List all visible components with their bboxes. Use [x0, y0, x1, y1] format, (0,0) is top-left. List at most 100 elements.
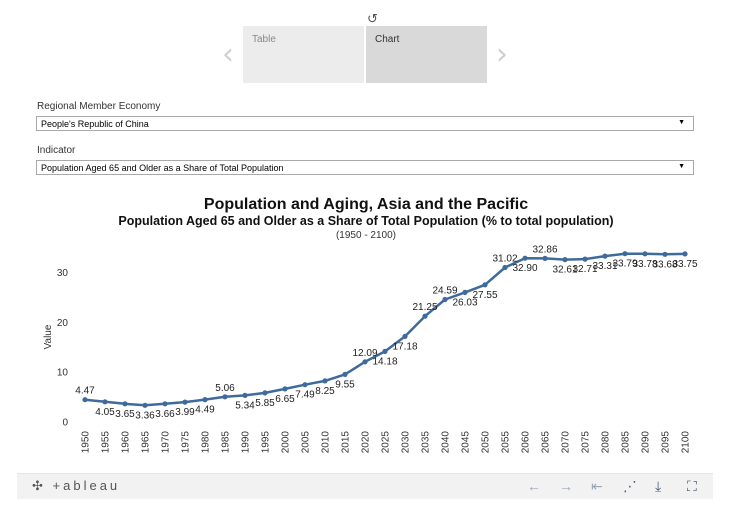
data-point: [182, 399, 188, 405]
x-tick-label: 2005: [301, 431, 312, 454]
data-point: [362, 359, 368, 365]
x-tick-label: 1980: [201, 431, 212, 454]
chart-title: Population and Aging, Asia and the Pacif…: [203, 196, 529, 213]
data-label: 4.47: [75, 386, 95, 397]
reset-icon[interactable]: ↺: [367, 11, 378, 26]
indicator-filter-label: Indicator: [37, 145, 76, 156]
data-point: [262, 390, 268, 396]
x-tick-label: 2025: [381, 431, 392, 454]
x-tick-label: 1985: [221, 431, 232, 454]
data-point: [342, 371, 348, 377]
x-tick-label: 1955: [101, 431, 112, 454]
economy-select-value: People's Republic of China: [41, 119, 149, 129]
data-label: 4.49: [195, 405, 215, 416]
data-label: 26.03: [452, 297, 477, 308]
y-tick-label: 10: [57, 368, 69, 379]
x-tick-label: 2100: [681, 431, 692, 454]
x-tick-label: 2035: [421, 431, 432, 454]
data-point: [422, 313, 428, 319]
data-label: 17.18: [392, 341, 417, 352]
data-point: [582, 256, 588, 262]
download-icon[interactable]: ⤓: [655, 478, 662, 494]
data-point: [602, 253, 608, 259]
data-point: [502, 264, 508, 271]
data-point: [322, 378, 328, 384]
redo-icon[interactable]: →: [559, 478, 573, 494]
bottom-toolbar: [17, 473, 713, 499]
data-point: [622, 251, 628, 257]
tableau-logo-text: +ableau: [52, 478, 121, 493]
x-tick-label: 2015: [341, 431, 352, 454]
prev-arrow-icon[interactable]: ‹: [222, 37, 234, 72]
x-tick-label: 2060: [521, 431, 532, 454]
x-tick-label: 2050: [481, 431, 492, 454]
data-point: [82, 397, 88, 403]
x-tick-label: 2045: [461, 431, 472, 454]
data-label: 3.99: [175, 407, 195, 418]
data-label: 7.49: [295, 390, 315, 401]
data-point: [682, 251, 688, 257]
next-arrow-icon[interactable]: ›: [496, 37, 508, 72]
data-label: 5.85: [255, 398, 275, 409]
tableau-logo: ✣ +ableau: [32, 478, 120, 494]
data-label: 3.36: [135, 410, 155, 421]
economy-filter-label: Regional Member Economy: [37, 101, 161, 112]
x-tick-label: 1970: [161, 431, 172, 454]
data-label: 3.65: [115, 409, 135, 420]
y-axis-label: Value: [43, 324, 54, 349]
data-label: 32.61: [552, 265, 577, 276]
data-point: [222, 394, 228, 400]
x-tick-label: 2090: [641, 431, 652, 454]
undo-icon[interactable]: ←: [527, 478, 541, 494]
tab-chart-label: Chart: [375, 34, 400, 45]
revert-icon[interactable]: ⇤: [591, 478, 603, 494]
y-tick-label: 20: [57, 318, 69, 329]
data-point: [162, 401, 168, 407]
x-tick-label: 2000: [281, 431, 292, 454]
x-tick-label: 2040: [441, 431, 452, 454]
data-point: [302, 382, 308, 388]
data-label: 33.75: [672, 259, 697, 270]
tab-table-label: Table: [252, 34, 276, 45]
data-label: 33.68: [652, 259, 677, 270]
data-point: [462, 289, 468, 295]
data-label: 8.25: [315, 386, 335, 397]
y-tick-label: 0: [62, 418, 68, 429]
x-tick-label: 1990: [241, 431, 252, 454]
x-tick-label: 2070: [561, 431, 572, 454]
data-point: [402, 333, 408, 339]
series-population-65-share: [82, 251, 688, 408]
indicator-select[interactable]: Population Aged 65 and Older as a Share …: [36, 160, 694, 175]
data-labels: 4.474.05 3.65 3.36 3.66 3.99 4.495.065.34 5.85…: [75, 244, 698, 421]
x-tick-label: 1995: [261, 431, 272, 454]
x-tick-label: 2030: [401, 431, 412, 454]
x-tick-label: 2020: [361, 431, 372, 454]
x-tick-label: 2085: [621, 431, 632, 454]
tab-chart[interactable]: Chart: [366, 26, 487, 83]
x-tick-label: 2080: [601, 431, 612, 454]
fullscreen-icon[interactable]: ⛶: [687, 478, 697, 494]
data-label: 27.55: [472, 290, 497, 301]
x-tick-label: 2065: [541, 431, 552, 454]
data-point: [382, 348, 388, 354]
x-tick-label: 2075: [581, 431, 592, 454]
data-point: [102, 399, 108, 405]
data-label: 32.71: [572, 264, 597, 275]
x-tick-label: 1975: [181, 431, 192, 454]
data-point: [282, 386, 288, 392]
economy-select[interactable]: People's Republic of China ▼: [36, 116, 694, 131]
share-icon[interactable]: ⋰: [623, 478, 637, 494]
data-label: 4.05: [95, 407, 115, 418]
data-label: 32.90: [512, 263, 537, 274]
data-point: [202, 397, 208, 403]
data-point: [662, 251, 668, 257]
tab-table[interactable]: Table: [243, 26, 364, 83]
data-label: 31.02: [492, 254, 517, 265]
data-label: 24.59: [432, 286, 457, 297]
x-tick-label: 1950: [81, 431, 92, 454]
data-label: 33.78: [632, 259, 657, 270]
data-point: [542, 255, 548, 261]
x-tick-label: 2095: [661, 431, 672, 454]
data-label: 14.18: [372, 356, 397, 367]
x-tick-label: 1965: [141, 431, 152, 454]
